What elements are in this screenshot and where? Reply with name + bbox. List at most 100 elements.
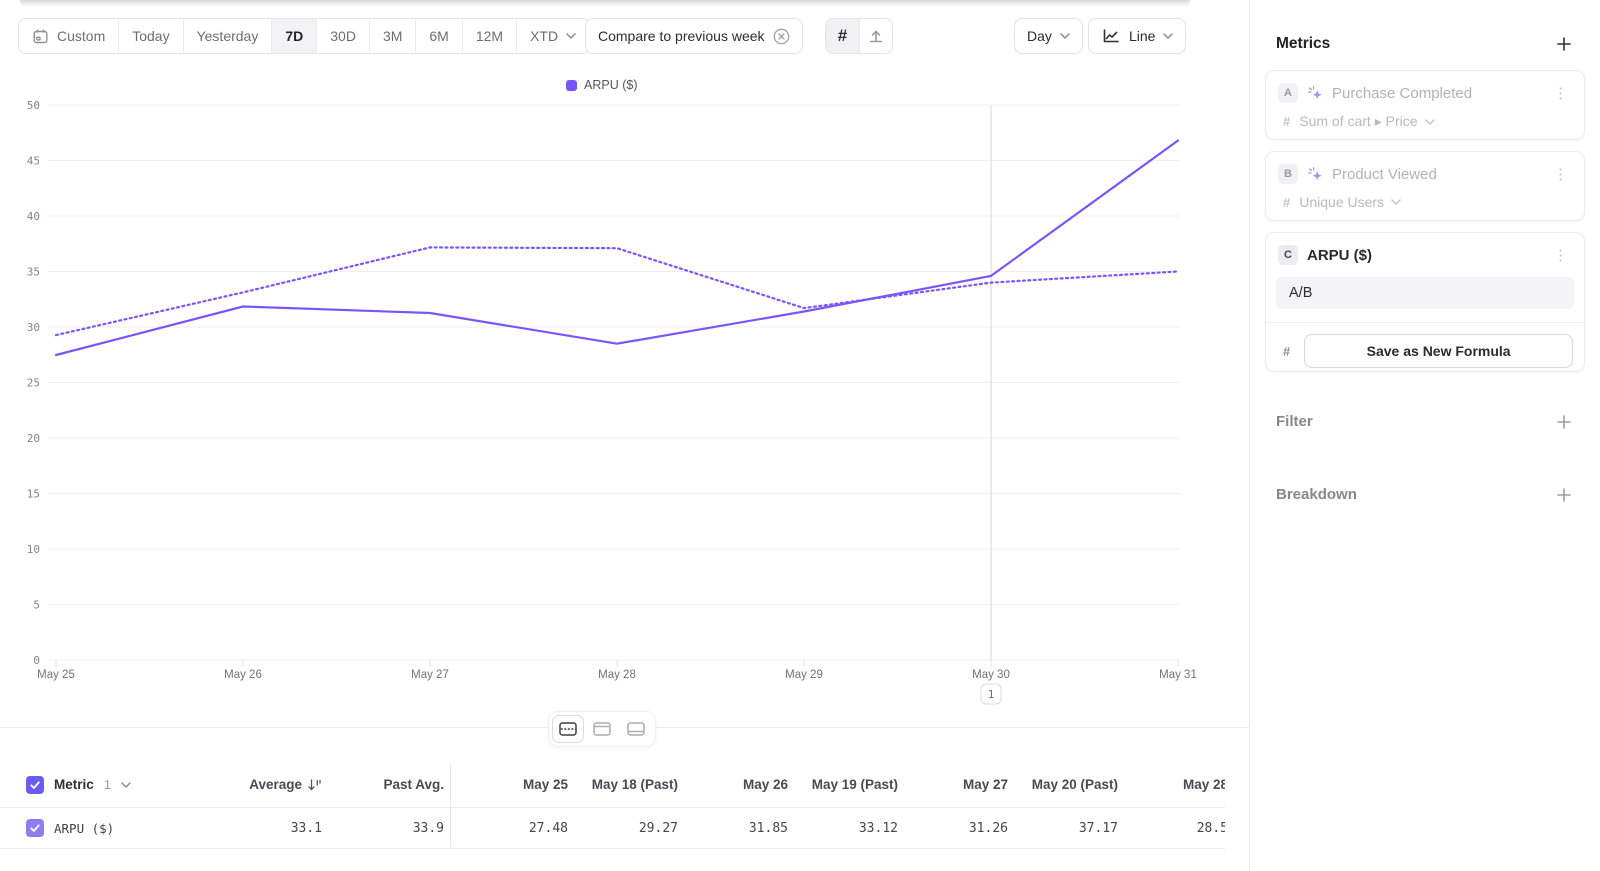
add-metric-button[interactable]: [1553, 33, 1575, 55]
table-value-cell: 28.5: [1196, 820, 1225, 836]
breakdown-section-label: Breakdown: [1276, 486, 1357, 503]
arrow-up-from-line-icon: [867, 27, 885, 45]
table-header-row: Metric 1 Average Past Avg. May 25 May 18 (P…: [0, 762, 1225, 808]
column-header-may-27[interactable]: May 27: [962, 777, 1008, 792]
compare-label: Compare to previous week: [598, 28, 765, 44]
svg-text:40: 40: [27, 210, 40, 223]
row-metric-label: ARPU ($): [54, 820, 115, 836]
metric-c-menu-button[interactable]: ⋮: [1549, 246, 1572, 265]
add-filter-button[interactable]: [1553, 411, 1575, 433]
metric-header-label: Metric: [54, 777, 94, 792]
table-row[interactable]: ARPU ($) 33.1 33.9 27.48 29.27 31.85 33.12 31.…: [0, 808, 1225, 849]
results-table: Metric 1 Average Past Avg. May 25 May 18 (P…: [0, 762, 1225, 849]
chevron-down-icon: [1060, 33, 1070, 39]
date-range-3m[interactable]: 3M: [368, 19, 416, 53]
svg-text:May 26: May 26: [224, 669, 262, 681]
column-header-may-28[interactable]: May 28: [1182, 777, 1225, 792]
column-header-past-avg-[interactable]: Past Avg.: [383, 777, 444, 792]
report-main-area: Custom Today Yesterday 7D 30D 3M 6M 12M XTD Comp…: [0, 0, 1249, 849]
table-value-cell: 29.27: [638, 820, 678, 836]
chevron-down-icon: [566, 33, 576, 39]
number-format-icon: #: [1283, 343, 1291, 359]
layout-table-only-button[interactable]: [620, 715, 652, 743]
svg-text:May 30: May 30: [972, 669, 1010, 681]
metric-name-a: Purchase Completed: [1332, 84, 1473, 102]
sort-descending-icon[interactable]: [307, 778, 322, 792]
chart-type-label: Line: [1129, 28, 1156, 44]
date-range-today[interactable]: Today: [118, 19, 183, 53]
formula-input[interactable]: A/B: [1276, 277, 1574, 309]
table-value-cell: 31.26: [968, 820, 1008, 836]
metric-card-a[interactable]: A Purchase Completed ⋮ # Sum of cart ▸ P…: [1265, 70, 1585, 140]
interval-dropdown[interactable]: Day: [1014, 18, 1083, 54]
number-format-icon: #: [1283, 114, 1291, 129]
interval-label: Day: [1027, 28, 1052, 44]
metric-a-menu-button[interactable]: ⋮: [1549, 84, 1572, 103]
table-value-cell: 27.48: [528, 820, 568, 836]
metric-count: 1: [103, 777, 111, 792]
column-header-may-26[interactable]: May 26: [742, 777, 788, 792]
chart-type-dropdown[interactable]: Line: [1088, 18, 1187, 54]
metric-b-menu-button[interactable]: ⋮: [1549, 165, 1572, 184]
date-range-yesterday[interactable]: Yesterday: [182, 19, 272, 53]
add-breakdown-button[interactable]: [1553, 484, 1575, 506]
annotation-badge[interactable]: 1: [980, 683, 1002, 705]
date-range-7d[interactable]: 7D: [271, 19, 317, 53]
sparkle-icon: [1307, 85, 1323, 101]
svg-text:45: 45: [27, 155, 40, 168]
metric-name-c: ARPU ($): [1307, 246, 1373, 264]
svg-text:May 29: May 29: [785, 669, 823, 681]
chart-toolbar: Custom Today Yesterday 7D 30D 3M 6M 12M XTD Comp…: [0, 18, 1249, 54]
date-range-12m[interactable]: 12M: [461, 19, 517, 53]
grid-toggle-button[interactable]: #: [826, 19, 859, 53]
svg-text:May 27: May 27: [411, 669, 449, 681]
svg-text:25: 25: [27, 377, 40, 390]
legend-label: ARPU ($): [584, 78, 638, 92]
layout-toggle-group: [548, 711, 656, 747]
metric-header-cell[interactable]: Metric 1: [0, 775, 230, 794]
table-value-cell: 33.9: [412, 820, 444, 836]
svg-text:35: 35: [27, 266, 40, 279]
date-range-30d[interactable]: 30D: [316, 19, 369, 53]
table-value-cell: 31.85: [748, 820, 788, 836]
metric-b-measure-dropdown[interactable]: Unique Users: [1299, 194, 1401, 210]
column-header-may-18-past-[interactable]: May 18 (Past): [591, 777, 678, 792]
remove-compare-icon[interactable]: [773, 28, 790, 45]
svg-text:50: 50: [27, 99, 40, 112]
date-range-custom[interactable]: Custom: [19, 19, 119, 53]
metric-badge-b: B: [1278, 164, 1298, 184]
column-header-average[interactable]: Average: [230, 777, 322, 792]
date-range-6m[interactable]: 6M: [415, 19, 462, 53]
metric-card-c[interactable]: C ARPU ($) ⋮ A/B # Save as New Formula: [1265, 232, 1585, 372]
svg-text:0: 0: [33, 654, 40, 667]
annotations-toggle-button[interactable]: [859, 19, 892, 53]
date-range-xtd[interactable]: XTD: [516, 19, 590, 53]
svg-text:May 31: May 31: [1159, 669, 1197, 681]
metric-a-measure-dropdown[interactable]: Sum of cart ▸ Price: [1299, 113, 1435, 130]
column-header-may-25[interactable]: May 25: [522, 777, 568, 792]
save-as-new-formula-button[interactable]: Save as New Formula: [1304, 334, 1573, 368]
grid-icon: #: [837, 26, 848, 45]
svg-text:15: 15: [27, 488, 40, 501]
table-value-cell: 37.17: [1078, 820, 1118, 836]
metric-badge-c: C: [1278, 245, 1298, 265]
chevron-down-icon[interactable]: [121, 781, 131, 788]
select-all-checkbox[interactable]: [26, 775, 44, 794]
layout-chart-only-button[interactable]: [586, 715, 618, 743]
column-header-may-20-past-[interactable]: May 20 (Past): [1031, 777, 1118, 792]
line-chart[interactable]: 0 5 10 15 20 25 30 35 40 45 50 May 25 May 26 May 27 Ma…: [0, 0, 1249, 710]
row-checkbox[interactable]: [26, 819, 44, 837]
compare-to-previous-week-chip[interactable]: Compare to previous week: [585, 18, 803, 54]
chevron-down-icon: [1163, 33, 1174, 39]
metric-row-cell[interactable]: ARPU ($): [0, 819, 230, 837]
metric-card-b[interactable]: B Product Viewed ⋮ # Unique Users: [1265, 151, 1585, 221]
metric-badge-a: A: [1278, 83, 1298, 103]
filter-section-label: Filter: [1276, 413, 1313, 430]
top-card-shadow: [20, 0, 1190, 7]
metrics-section-title: Metrics: [1276, 35, 1331, 52]
column-header-may-19-past-[interactable]: May 19 (Past): [811, 777, 898, 792]
chart-legend[interactable]: ARPU ($): [566, 78, 637, 92]
layout-split-view-button[interactable]: [552, 715, 584, 743]
date-range-control[interactable]: Custom Today Yesterday 7D 30D 3M 6M 12M XTD: [18, 18, 591, 54]
